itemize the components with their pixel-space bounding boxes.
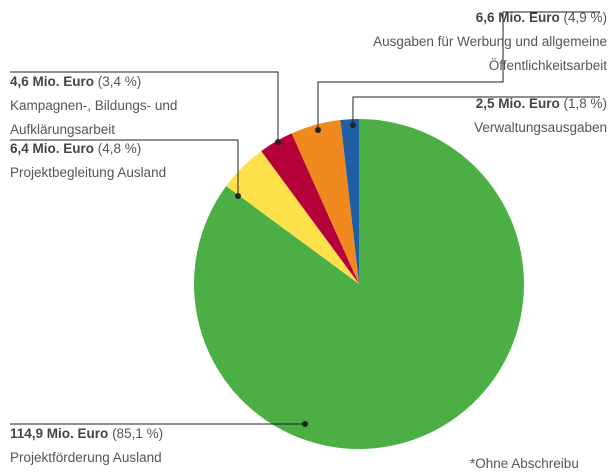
- slice-label: 6,6 Mio. Euro (4,9 %): [476, 10, 607, 25]
- slice-label: 114,9 Mio. Euro (85,1 %): [10, 426, 163, 441]
- leader-dot: [350, 122, 356, 128]
- pie-slice: [261, 133, 359, 284]
- category-label: Verwaltungsausgaben: [474, 120, 607, 135]
- amount: 6,4 Mio. Euro: [10, 141, 94, 156]
- category-label: Kampagnen-, Bildungs- und: [10, 98, 177, 113]
- pie-slice: [193, 119, 524, 449]
- slice-label: 2,5 Mio. Euro (1,8 %): [476, 96, 607, 111]
- percent-label: (3,4 %): [98, 74, 142, 89]
- percent-label: (85,1 %): [112, 426, 163, 441]
- leader-line: [10, 139, 239, 196]
- amount: 114,9 Mio. Euro: [10, 426, 108, 441]
- category-label: Ausgaben für Werbung und allgemeine: [373, 34, 607, 49]
- category-label: Projektbegleitung Ausland: [10, 165, 166, 180]
- category-label: Projektförderung Ausland: [10, 450, 162, 465]
- leader-dot: [315, 127, 321, 133]
- percent-label: (4,9 %): [563, 10, 607, 25]
- leader-line: [352, 96, 600, 125]
- leader-line: [10, 71, 279, 142]
- pie-slice: [340, 119, 359, 284]
- category-label: Öffentlichkeitsarbeit: [489, 58, 608, 73]
- amount: 6,6 Mio. Euro: [476, 10, 560, 25]
- category-label: Aufklärungsarbeit: [10, 122, 115, 137]
- footnote: *Ohne Abschreibu: [470, 456, 579, 471]
- leader-line: [317, 11, 600, 130]
- slice-label: 4,6 Mio. Euro (3,4 %): [10, 74, 141, 89]
- pie-slice: [226, 151, 359, 284]
- leader-dot: [275, 139, 281, 145]
- leader-dot: [235, 193, 241, 199]
- percent-label: (1,8 %): [563, 96, 607, 111]
- leader-dot: [302, 421, 308, 427]
- slice-label: 6,4 Mio. Euro (4,8 %): [10, 141, 141, 156]
- pie-slice: [291, 120, 359, 284]
- percent-label: (4,8 %): [98, 141, 142, 156]
- amount: 4,6 Mio. Euro: [10, 74, 94, 89]
- amount: 2,5 Mio. Euro: [476, 96, 560, 111]
